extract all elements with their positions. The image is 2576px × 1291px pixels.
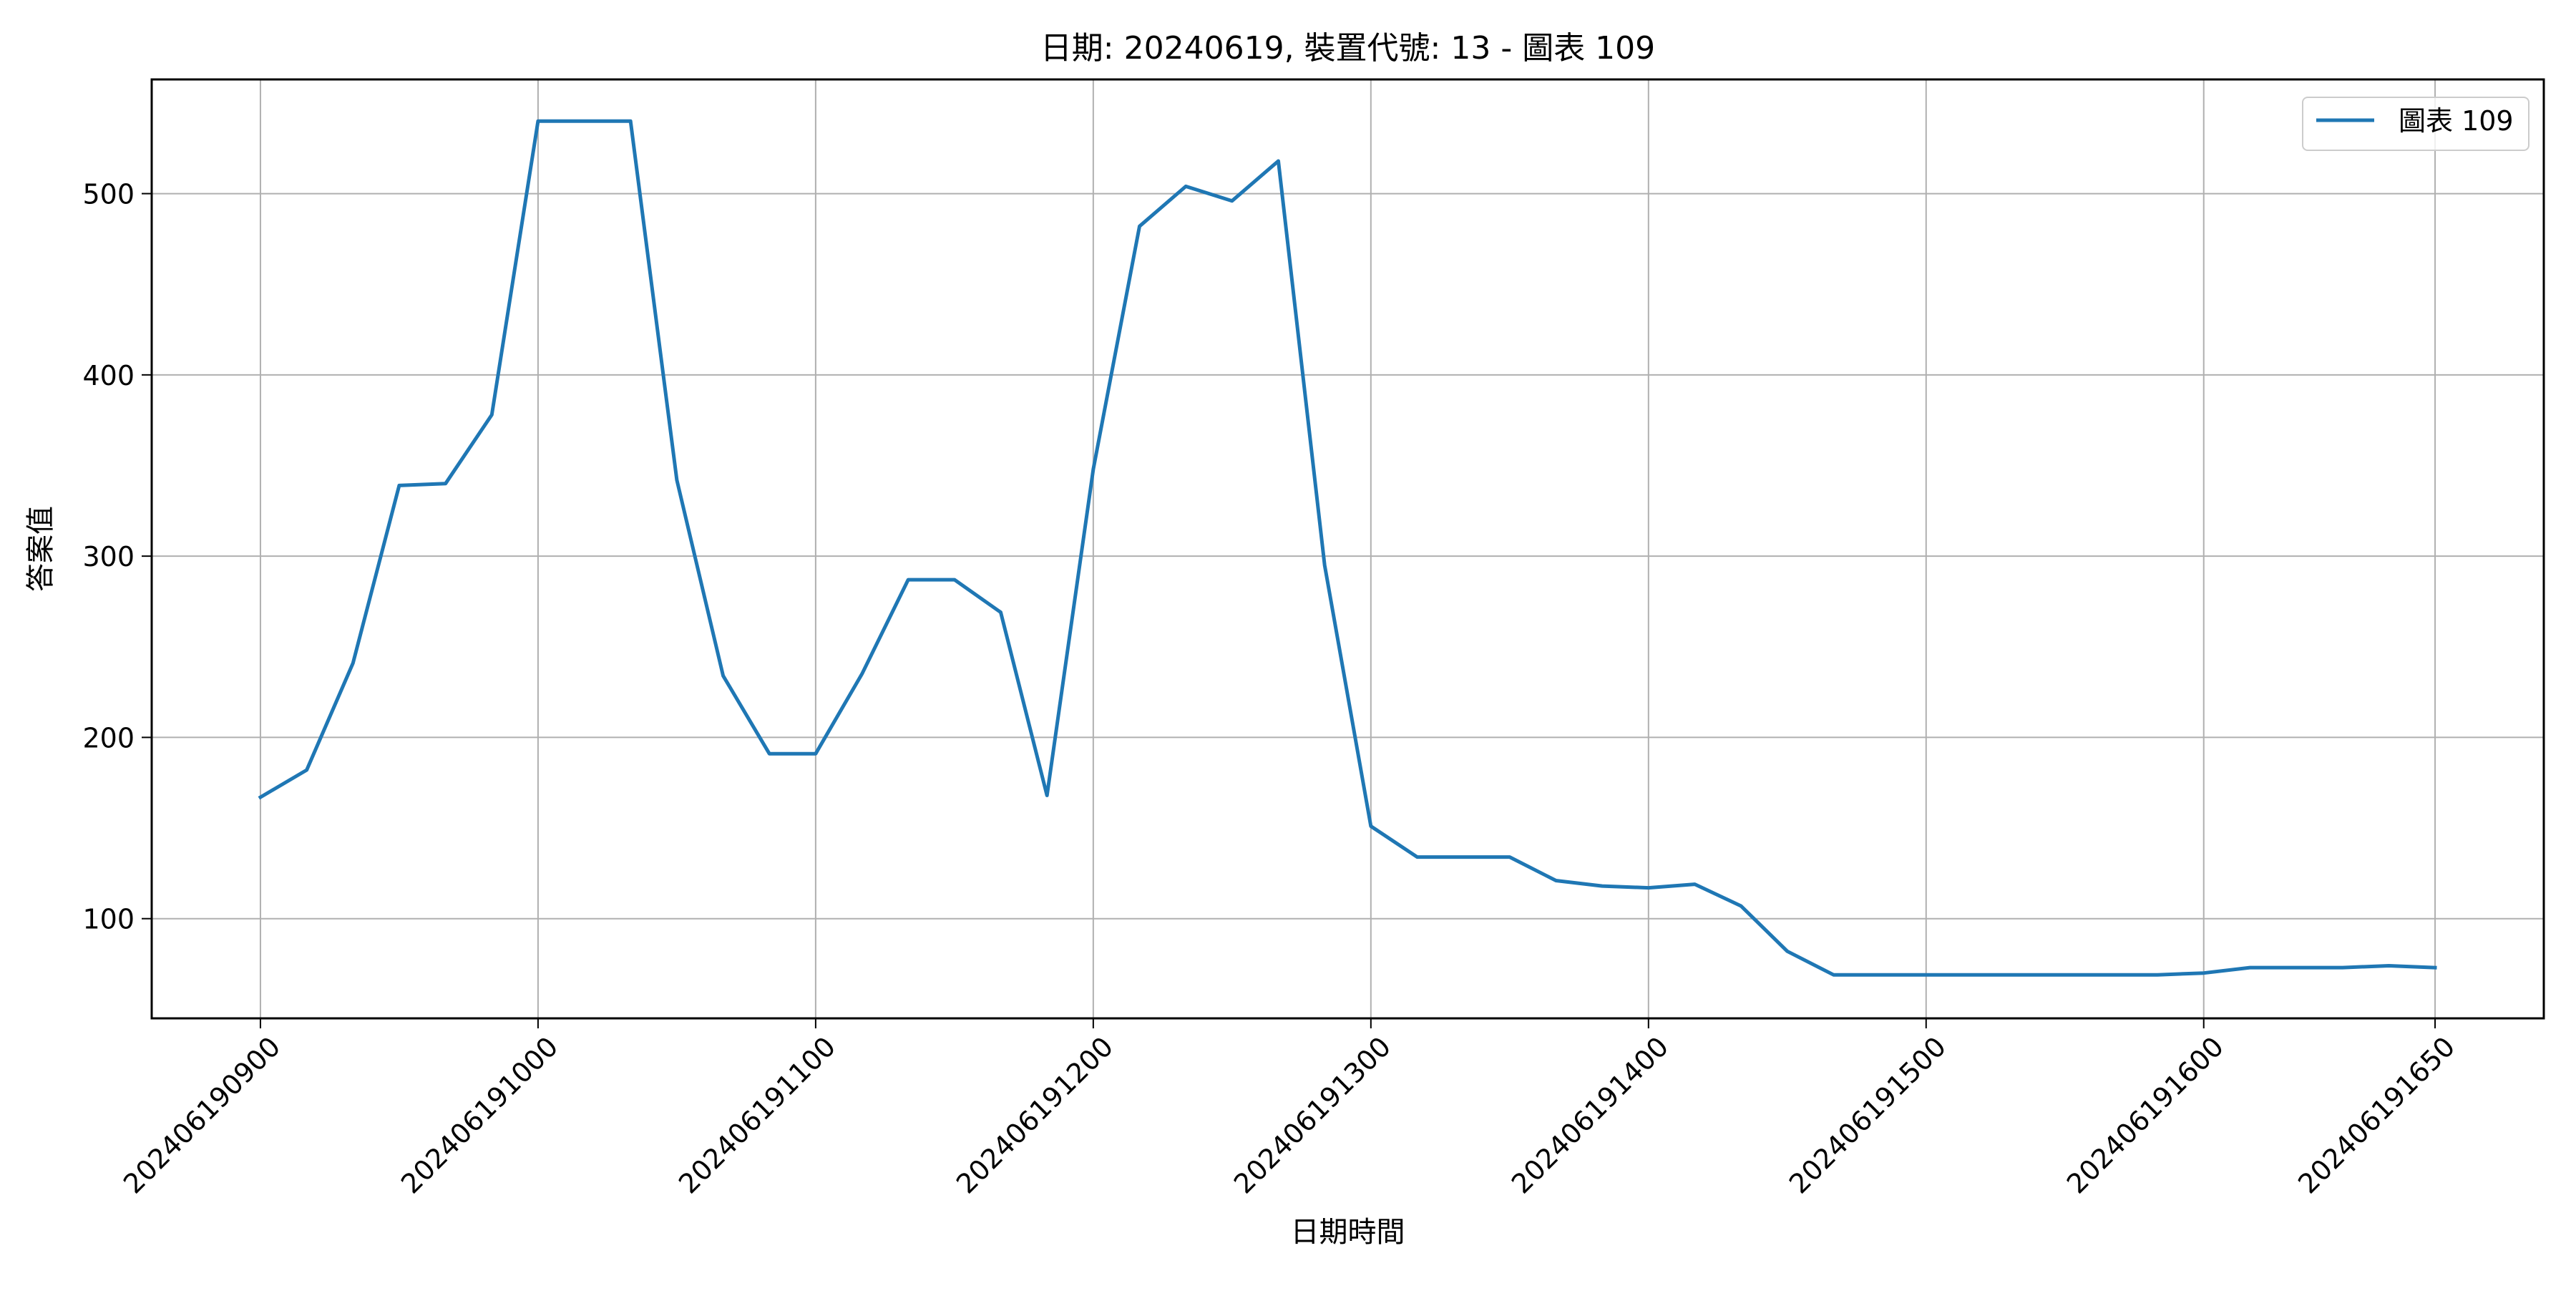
x-axis-ticks: 202406190900 202406191000 202406191100 2024…: [117, 1018, 2461, 1200]
legend: 圖表 109: [2302, 97, 2529, 151]
legend-label: 圖表 109: [2399, 105, 2514, 137]
y-tick-label: 200: [82, 722, 135, 754]
series-line: [258, 119, 2437, 977]
x-tick-label: 202406191600: [2061, 1031, 2230, 1199]
x-tick-label: 202406191000: [395, 1031, 564, 1199]
x-tick-label: 202406191500: [1783, 1031, 1952, 1199]
x-tick-label: 202406191400: [1506, 1031, 1674, 1199]
x-tick-label: 202406191300: [1228, 1031, 1397, 1199]
x-tick-label: 202406190900: [117, 1031, 286, 1199]
y-axis-ticks: 100 200 300 400 500: [82, 179, 152, 935]
x-tick-label: 202406191650: [2292, 1031, 2461, 1199]
y-tick-label: 100: [82, 904, 135, 935]
y-tick-label: 400: [82, 360, 135, 391]
legend-box: [2302, 97, 2529, 151]
y-axis-label: 答案值: [24, 506, 57, 592]
y-tick-label: 300: [82, 541, 135, 573]
x-axis-label: 日期時間: [1291, 1216, 1405, 1249]
series-layer: [258, 119, 2437, 977]
y-tick-label: 500: [82, 179, 135, 210]
x-tick-label: 202406191200: [950, 1031, 1119, 1199]
x-tick-label: 202406191100: [673, 1031, 841, 1199]
grid: [152, 79, 2544, 1018]
chart-title: 日期: 20240619, 裝置代號: 13 - 圖表 109: [1040, 30, 1655, 67]
plot-area-frame: [150, 78, 2545, 1020]
